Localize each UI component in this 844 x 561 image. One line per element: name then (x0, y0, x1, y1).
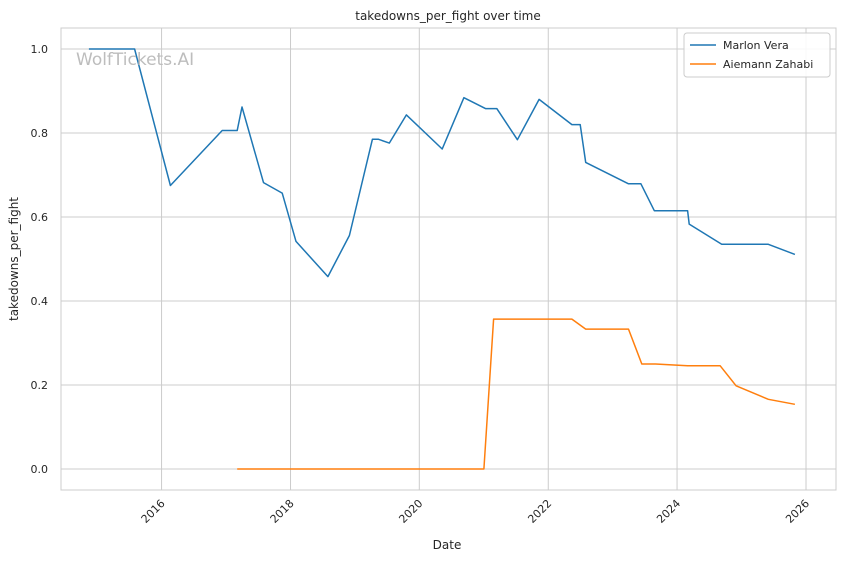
plot-background (61, 28, 836, 490)
y-tick-label: 0.6 (31, 211, 49, 224)
watermark: WolfTickets.AI (76, 50, 194, 70)
grid (61, 28, 836, 490)
y-ticks: 0.0 0.2 0.4 0.6 0.8 1.0 (31, 43, 49, 476)
legend-label-marlon-vera: Marlon Vera (723, 39, 789, 52)
legend-label-aiemann-zahabi: Aiemann Zahabi (723, 58, 813, 71)
chart-title: takedowns_per_fight over time (355, 9, 541, 23)
y-tick-label: 0.8 (31, 127, 49, 140)
legend: Marlon Vera Aiemann Zahabi (683, 32, 831, 78)
x-tick-label: 2024 (654, 497, 683, 526)
y-tick-label: 0.0 (31, 463, 49, 476)
x-ticks: 2016 2018 2020 2022 2024 2026 (139, 497, 812, 526)
plot-frame (60, 27, 837, 491)
legend-box (683, 32, 831, 78)
x-tick-label: 2020 (396, 497, 425, 526)
x-tick-label: 2018 (268, 497, 297, 526)
y-tick-label: 0.2 (31, 379, 49, 392)
y-tick-label: 1.0 (31, 43, 49, 56)
x-tick-label: 2016 (139, 497, 168, 526)
series-line-aiemann-zahabi (237, 318, 796, 470)
x-tick-label: 2026 (783, 497, 812, 526)
y-tick-label: 0.4 (31, 295, 49, 308)
x-axis-label: Date (433, 538, 462, 552)
x-tick-label: 2022 (525, 497, 554, 526)
series-layer (88, 48, 796, 470)
y-axis-label: takedowns_per_fight (7, 197, 21, 321)
series-line-marlon-vera (88, 48, 796, 278)
